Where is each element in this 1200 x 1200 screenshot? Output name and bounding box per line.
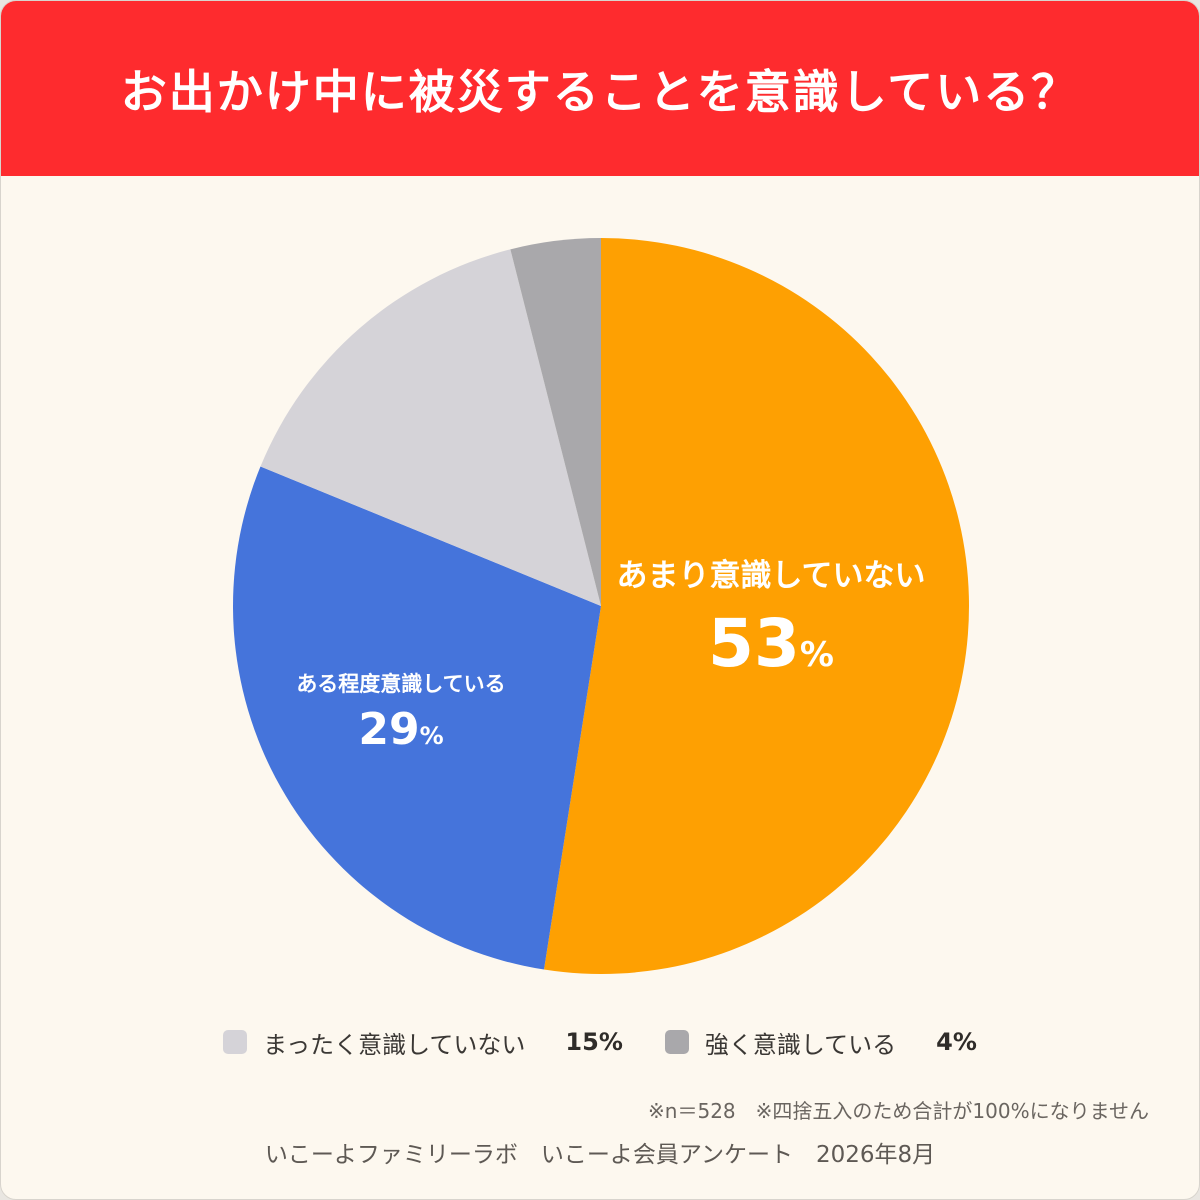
slice-value-somewhat: 29%: [358, 704, 443, 755]
legend-item-never: まったく意識していない 15%: [223, 1025, 623, 1060]
legend-label-strong: 強く意識している: [704, 1030, 897, 1059]
pie-slice-strongly: [510, 238, 601, 606]
title-banner: お出かけ中に被災することを意識している？: [1, 1, 1199, 176]
legend-label-never: まったく意識していない: [263, 1030, 526, 1059]
pie-slice-somewhat: [232, 466, 601, 970]
legend: まったく意識していない 15% 強く意識している 4%: [1, 1019, 1199, 1065]
pie-chart: あまり意識していない 53% ある程度意識している 29%: [232, 238, 969, 974]
chart-title: お出かけ中に被災することを意識している？: [120, 64, 1080, 119]
pie-slice-rarely: [543, 238, 969, 974]
legend-value-never: 15%: [565, 1028, 623, 1056]
slice-value-rarely: 53%: [708, 605, 834, 682]
legend-item-strong: 強く意識している 4%: [664, 1025, 977, 1060]
footnote: ※n＝528 ※四捨五入のため合計が100%になりません: [648, 1099, 1149, 1123]
slice-label-rarely: あまり意識していない: [616, 558, 925, 594]
pie-slice-never: [260, 249, 601, 606]
legend-swatch-never: [223, 1030, 248, 1054]
source-credit: いこーよファミリーラボ いこーよ会員アンケート 2026年8月: [264, 1142, 936, 1168]
legend-swatch-strong: [664, 1030, 689, 1054]
legend-value-strong: 4%: [936, 1028, 977, 1056]
slice-label-somewhat: ある程度意識している: [296, 672, 505, 696]
